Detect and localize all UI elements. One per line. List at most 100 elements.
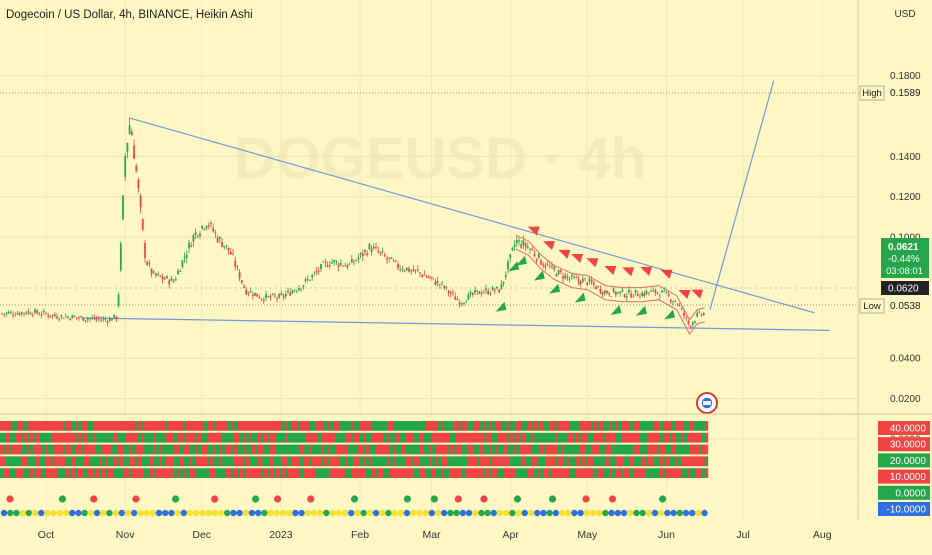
- trendlines[interactable]: [81, 80, 830, 331]
- heatmap-cell: [150, 468, 154, 478]
- indicator-dot: [348, 509, 355, 517]
- heatmap-cell: [219, 421, 223, 431]
- candle-body: [482, 292, 485, 294]
- heatmap-cell: [501, 444, 505, 455]
- heatmap-cell: [459, 456, 463, 467]
- heatmap-cell: [645, 421, 649, 431]
- heatmap-cell: [363, 468, 367, 478]
- heatmap-cell: [543, 421, 547, 431]
- heatmap-cell: [189, 421, 193, 431]
- candle-body: [445, 286, 448, 288]
- heatmap-cell: [597, 468, 601, 478]
- heatmap-cell: [333, 444, 337, 455]
- candle-body: [621, 289, 624, 292]
- heatmap-cell: [420, 456, 424, 467]
- currency-label: USD: [894, 9, 915, 20]
- heatmap-cell: [561, 421, 565, 431]
- heatmap-cell: [168, 432, 172, 443]
- heatmap-cell: [540, 432, 544, 443]
- heatmap-cell: [240, 468, 244, 478]
- heatmap-cell: [555, 432, 559, 443]
- heatmap-cell: [510, 432, 514, 443]
- heatmap-cell: [81, 421, 85, 431]
- heatmap-cell: [198, 421, 202, 431]
- heatmap-cell: [411, 444, 415, 455]
- support-trendline[interactable]: [81, 317, 830, 331]
- heatmap-cell: [264, 456, 268, 467]
- heatmap-cell: [57, 432, 61, 443]
- time-tick-label: Nov: [116, 529, 135, 541]
- indicator-dot: [453, 509, 460, 517]
- heatmap-cell: [117, 456, 121, 467]
- candle-body: [416, 269, 419, 271]
- heatmap-cell: [354, 468, 358, 478]
- heatmap-cell: [444, 432, 448, 443]
- heatmap-cell: [579, 444, 583, 455]
- heatmap-cell: [654, 456, 658, 467]
- heatmap-cell: [219, 444, 223, 455]
- heatmap-cell: [27, 421, 31, 431]
- time-axis[interactable]: Oct Nov Dec 2023 Feb Mar Apr May Jun Jul Aug: [38, 529, 832, 541]
- heatmap-cell: [108, 421, 112, 431]
- indicator-value-badge: [878, 469, 930, 484]
- candle-body: [126, 142, 129, 152]
- heatmap-cell: [27, 444, 31, 455]
- heatmap-cell: [693, 432, 697, 443]
- heatmap-cell: [15, 421, 19, 431]
- candle-body: [405, 267, 408, 271]
- heatmap-cell: [162, 468, 166, 478]
- candle-body: [236, 266, 239, 268]
- heatmap-cell: [675, 456, 679, 467]
- heatmap-cell: [609, 468, 613, 478]
- indicator-axis[interactable]: 40.000030.000020.000010.00000.0000-10.00…: [878, 421, 930, 516]
- heatmap-cell: [315, 468, 319, 478]
- heatmap-cell: [255, 421, 259, 431]
- heatmap-cell: [375, 456, 379, 467]
- candle-body: [685, 317, 688, 318]
- heatmap-cell: [336, 456, 340, 467]
- heatmap-cell: [327, 421, 331, 431]
- candle-body: [295, 290, 298, 292]
- heatmap-cell: [297, 432, 301, 443]
- heatmap-cell: [12, 444, 16, 455]
- heatmap-cell: [654, 421, 658, 431]
- heatmap-cell: [30, 456, 34, 467]
- heatmap-cell: [189, 468, 193, 478]
- heatmap-cell: [360, 456, 364, 467]
- candle-body: [639, 297, 641, 299]
- heatmap-cell: [570, 421, 574, 431]
- heatmap-cell: [366, 444, 370, 455]
- heatmap-cell: [462, 468, 466, 478]
- heatmap-cell: [165, 468, 169, 478]
- heatmap-cell: [624, 468, 628, 478]
- heatmap-cell: [405, 444, 409, 455]
- buy-signal-marker: [664, 309, 676, 320]
- descending-trendline[interactable]: [130, 117, 815, 314]
- indicator-dot: [304, 509, 311, 517]
- candle-body: [603, 290, 606, 294]
- candle-body: [168, 280, 171, 285]
- indicator-dot: [224, 509, 231, 517]
- projection-line[interactable]: [709, 80, 775, 310]
- heatmap-cell: [123, 432, 127, 443]
- heatmap-cell: [423, 421, 427, 431]
- heatmap-cell: [174, 468, 178, 478]
- heatmap-cell: [618, 468, 622, 478]
- candle-body: [608, 293, 611, 295]
- indicator-emblem-icon[interactable]: [696, 392, 718, 414]
- indicator-dot: [44, 509, 51, 517]
- heatmap-cell: [522, 421, 526, 431]
- heikin-ashi-candles[interactable]: [1, 117, 705, 330]
- heatmap-cell: [285, 468, 289, 478]
- heatmap-cell: [87, 432, 91, 443]
- heatmap-cell: [603, 421, 607, 431]
- heatmap-cell: [378, 421, 382, 431]
- heatmap-cell: [321, 444, 325, 455]
- heatmap-cell: [663, 444, 667, 455]
- candle-body: [612, 288, 615, 293]
- heatmap-cell: [90, 468, 94, 478]
- heatmap-cell: [171, 432, 175, 443]
- heatmap-cell: [60, 468, 64, 478]
